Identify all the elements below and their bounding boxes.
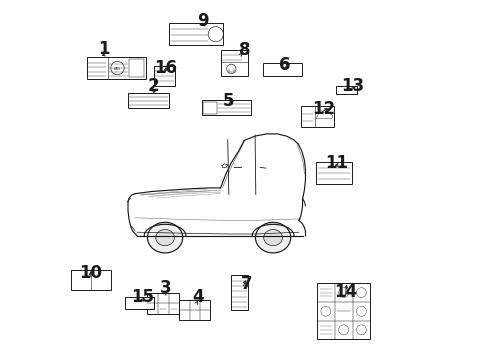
Bar (231, 275, 248, 310)
Text: 2: 2 (147, 77, 159, 95)
Bar (154, 66, 175, 86)
Text: 14: 14 (334, 283, 357, 301)
Bar (317, 283, 370, 339)
Text: 9: 9 (197, 12, 209, 30)
Bar (129, 59, 144, 77)
Ellipse shape (147, 222, 183, 253)
Bar (170, 23, 222, 45)
Bar (179, 300, 210, 320)
Bar (72, 270, 111, 290)
Text: 8: 8 (239, 41, 251, 59)
Text: 12: 12 (313, 100, 336, 118)
Text: 5: 5 (223, 92, 235, 110)
Bar (202, 100, 251, 115)
Bar (220, 50, 247, 76)
Bar (125, 297, 154, 309)
Text: 10: 10 (79, 264, 102, 282)
Bar (263, 63, 302, 76)
Text: 13: 13 (341, 77, 364, 95)
Text: 4: 4 (193, 288, 204, 306)
Bar (301, 106, 334, 127)
Bar (128, 93, 170, 108)
Ellipse shape (255, 222, 291, 253)
Text: 11: 11 (325, 154, 348, 172)
Text: 3: 3 (160, 279, 172, 297)
Text: 6: 6 (279, 56, 291, 74)
Bar (147, 293, 179, 314)
Bar (336, 86, 357, 94)
Ellipse shape (264, 230, 282, 246)
Ellipse shape (156, 230, 174, 246)
Bar (316, 162, 351, 184)
Text: ØG: ØG (114, 67, 121, 71)
Bar (203, 102, 217, 114)
Text: 15: 15 (131, 288, 154, 306)
Text: 7: 7 (241, 275, 253, 293)
Bar (87, 57, 146, 79)
Text: 1: 1 (98, 40, 110, 58)
Text: 16: 16 (154, 59, 177, 77)
